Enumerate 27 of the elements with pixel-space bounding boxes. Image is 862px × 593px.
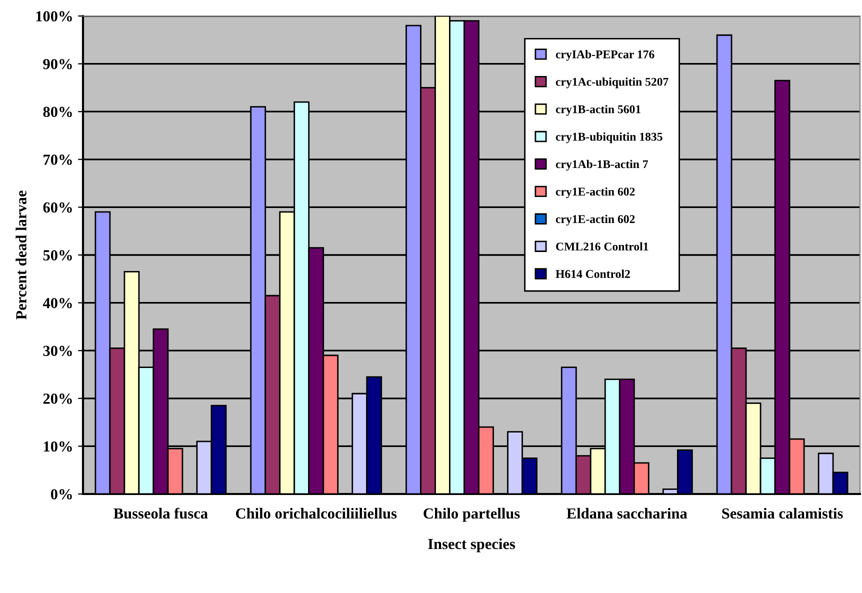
x-tick-label: Chilo partellus bbox=[424, 508, 520, 522]
legend-label: H614 Control2 bbox=[556, 270, 630, 278]
legend-label: cry1E-actin 602 bbox=[556, 187, 635, 198]
y-tick-label: 40% bbox=[42, 298, 72, 308]
legend-label: cry1Ab-1B-actin 7 bbox=[556, 160, 648, 171]
legend-label: cryIAb-PEPcar 176 bbox=[556, 50, 654, 61]
y-tick-label: 80% bbox=[43, 106, 72, 118]
y-tick-label: 30% bbox=[43, 346, 72, 356]
y-tick-label: 20% bbox=[43, 394, 72, 404]
x-tick-label: Sesamia calamistis bbox=[722, 508, 843, 519]
x-tick-label: Busseola fusca bbox=[114, 508, 208, 519]
y-tick-label: 0% bbox=[50, 489, 72, 500]
x-axis-title: Insect species bbox=[428, 538, 516, 552]
legend-label: cry1B-ubiquitin 1835 bbox=[556, 132, 662, 144]
y-tick-label: 90% bbox=[43, 58, 72, 70]
y-tick-label: 10% bbox=[44, 441, 72, 452]
y-axis-title: Percent dead larvae bbox=[16, 190, 26, 320]
y-tick-label: 50% bbox=[43, 250, 72, 260]
y-tick-label: 60% bbox=[43, 202, 72, 213]
legend-label: cry1E-actin 602 bbox=[556, 214, 635, 226]
legend-label: cry1Ac-ubiquitin 5207 bbox=[556, 77, 668, 88]
legend-label: CML216 Control1 bbox=[556, 242, 648, 251]
x-tick-label: Chilo orichalcociliiliellus bbox=[236, 508, 397, 519]
x-tick-label: Eldana saccharina bbox=[566, 508, 688, 519]
y-tick-label: 100% bbox=[36, 11, 72, 22]
legend-label: cry1B-actin 5601 bbox=[556, 104, 640, 116]
y-tick-label: 70% bbox=[44, 154, 72, 165]
